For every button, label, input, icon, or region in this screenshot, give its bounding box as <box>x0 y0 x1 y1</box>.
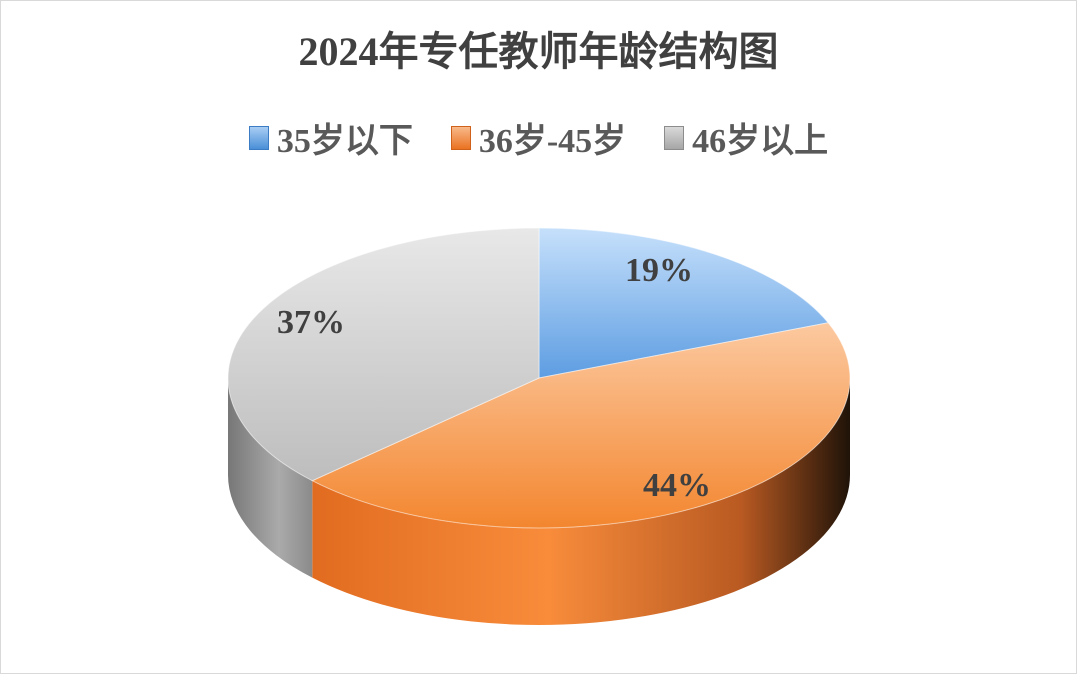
data-label-over-46: 37% <box>277 304 345 341</box>
data-label-under-35: 19% <box>625 252 693 289</box>
pie-side-36-45 <box>312 378 850 625</box>
pie-slice-36-45 <box>311 322 851 529</box>
pie-side-over-46 <box>228 378 313 578</box>
chart-title: 2024年专任教师年龄结构图 <box>298 29 779 74</box>
legend-item-over-46: 46岁以上 <box>664 113 828 162</box>
legend-label: 46岁以上 <box>692 123 829 160</box>
legend-item-36-45: 36岁-45岁 <box>450 113 627 162</box>
pie-slice-under-35 <box>538 227 830 379</box>
legend-swatch <box>248 125 269 150</box>
pie-slice-over-46 <box>227 227 540 482</box>
data-label-36-45: 44% <box>643 467 711 504</box>
legend-label: 36岁-45岁 <box>478 123 627 160</box>
legend-label: 35岁以下 <box>276 123 413 160</box>
legend-item-under-35: 35岁以下 <box>248 113 413 162</box>
legend-swatch <box>664 125 685 150</box>
legend: 35岁以下 36岁-45岁 46岁以上 <box>1 113 1076 162</box>
legend-swatch <box>450 125 471 150</box>
